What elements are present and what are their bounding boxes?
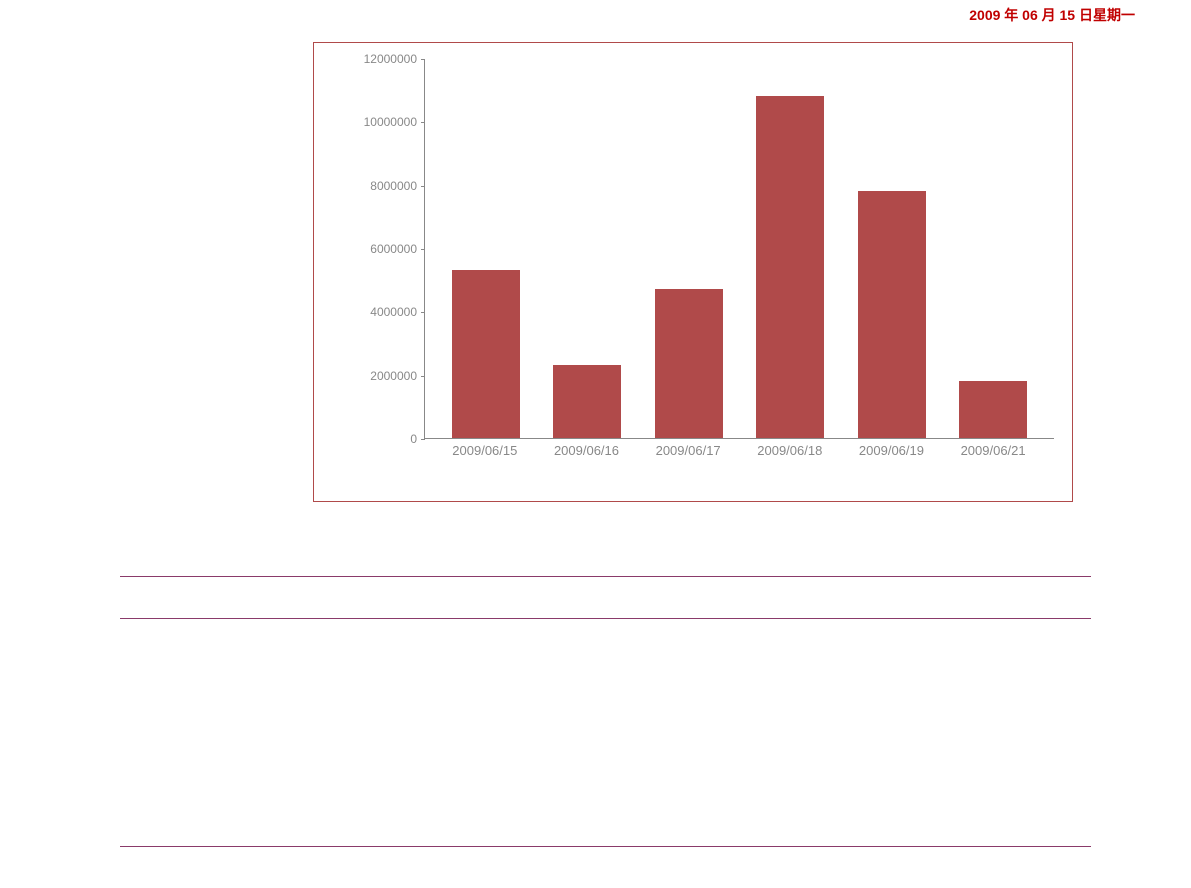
ytick-label: 4000000 — [325, 305, 417, 319]
bar — [756, 96, 824, 438]
date-header: 2009 年 06 月 15 日星期一 — [969, 5, 1135, 25]
bar — [858, 191, 926, 438]
ytick-mark — [421, 439, 425, 440]
bar — [655, 289, 723, 438]
ytick-label: 10000000 — [325, 115, 417, 129]
xtick-label: 2009/06/18 — [757, 443, 822, 458]
xtick-label: 2009/06/16 — [554, 443, 619, 458]
ytick-label: 6000000 — [325, 242, 417, 256]
ytick-label: 2000000 — [325, 369, 417, 383]
bars-container — [425, 59, 1054, 438]
xtick-label: 2009/06/17 — [656, 443, 721, 458]
x-axis-labels: 2009/06/15 2009/06/16 2009/06/17 2009/06/18… — [424, 443, 1054, 458]
plot-area: 0200000040000006000000800000010000000120… — [424, 59, 1054, 439]
section-divider — [120, 846, 1091, 847]
section-divider — [120, 618, 1091, 619]
ytick-label: 0 — [325, 432, 417, 446]
xtick-label: 2009/06/15 — [452, 443, 517, 458]
bar — [452, 270, 520, 438]
bar — [959, 381, 1027, 438]
bar — [553, 365, 621, 438]
section-divider — [120, 576, 1091, 577]
xtick-label: 2009/06/21 — [961, 443, 1026, 458]
ytick-label: 8000000 — [325, 179, 417, 193]
ytick-label: 12000000 — [325, 52, 417, 66]
xtick-label: 2009/06/19 — [859, 443, 924, 458]
bar-chart-panel: 0 2000000 4000000 6000000 8000000 10000000 120… — [313, 42, 1073, 502]
